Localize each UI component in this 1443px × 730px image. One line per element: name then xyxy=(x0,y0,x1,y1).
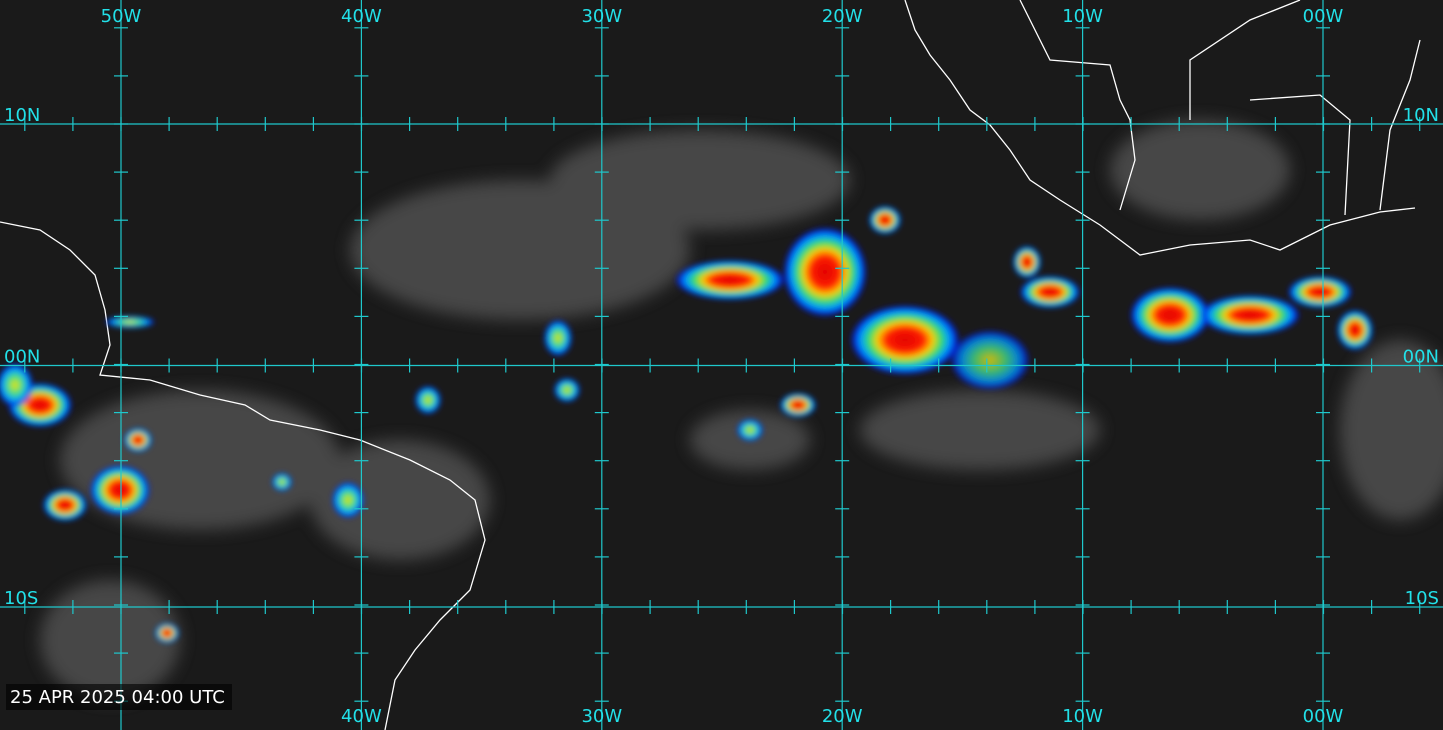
longitude-label-top: 30W xyxy=(581,6,622,27)
latitude-label-right: 10S xyxy=(1405,588,1439,609)
timestamp-box xyxy=(6,684,232,710)
latitude-label-right: 10N xyxy=(1403,105,1439,126)
longitude-label-top: 40W xyxy=(341,6,382,27)
cloud-cover xyxy=(40,120,1443,700)
latitude-label-left: 10S xyxy=(4,588,38,609)
latitude-label-left: 00N xyxy=(4,347,40,368)
longitude-label-top: 10W xyxy=(1062,6,1103,27)
longitude-label-bottom: 00W xyxy=(1303,706,1344,727)
longitude-label-bottom: 20W xyxy=(822,706,863,727)
longitude-label-top: 50W xyxy=(101,6,142,27)
longitude-label-bottom: 40W xyxy=(341,706,382,727)
graticule-labels: 50W 40W 40W 30W 30W 20W 20W 10W 10W 00W 00W 10N 10N 0… xyxy=(4,6,1439,727)
longitude-label-bottom: 10W xyxy=(1062,706,1103,727)
longitude-label-top: 20W xyxy=(822,6,863,27)
timestamp: 25 APR 2025 04:00 UTC xyxy=(10,687,225,708)
longitude-label-bottom: 30W xyxy=(581,706,622,727)
convection xyxy=(0,206,1373,643)
latitude-label-right: 00N xyxy=(1403,347,1439,368)
latitude-label-left: 10N xyxy=(4,105,40,126)
longitude-label-top: 00W xyxy=(1303,6,1344,27)
